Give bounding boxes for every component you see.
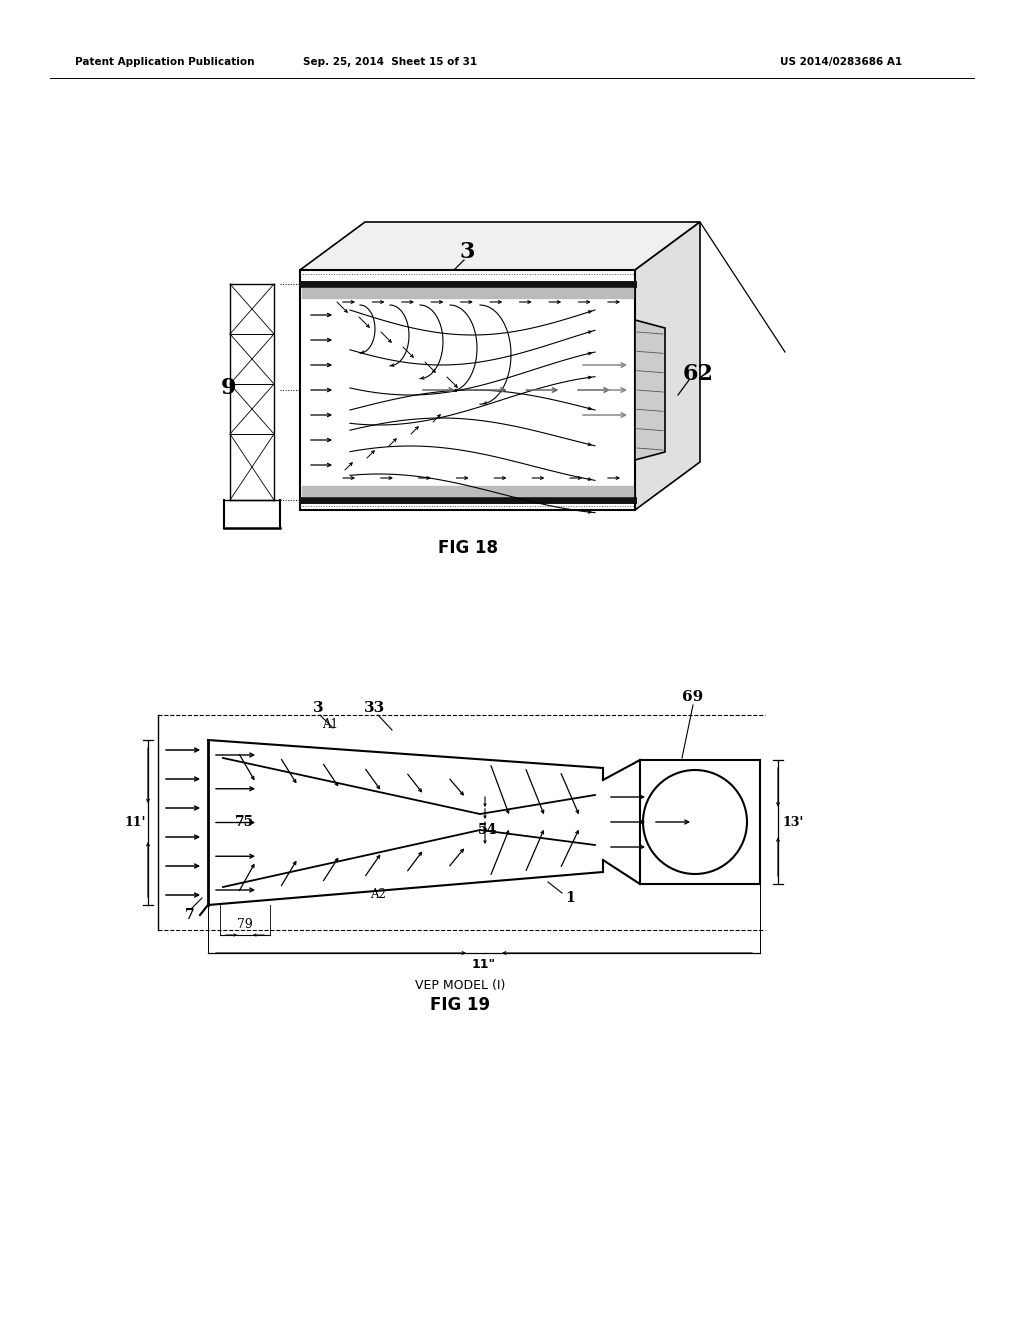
Text: Sep. 25, 2014  Sheet 15 of 31: Sep. 25, 2014 Sheet 15 of 31 <box>303 57 477 67</box>
Text: US 2014/0283686 A1: US 2014/0283686 A1 <box>780 57 902 67</box>
Text: 13': 13' <box>782 816 804 829</box>
Text: 54: 54 <box>478 822 498 837</box>
Text: FIG 19: FIG 19 <box>430 997 490 1014</box>
Text: 33: 33 <box>365 701 386 715</box>
Text: 3: 3 <box>312 701 324 715</box>
Polygon shape <box>635 319 665 459</box>
Text: 11': 11' <box>124 816 145 829</box>
Polygon shape <box>300 222 700 271</box>
Text: 75: 75 <box>236 814 255 829</box>
Text: 79: 79 <box>238 919 253 932</box>
Text: 3: 3 <box>460 242 475 263</box>
Text: 69: 69 <box>682 690 703 704</box>
Text: 62: 62 <box>683 363 714 385</box>
Text: A2: A2 <box>370 888 386 902</box>
Text: 11": 11" <box>472 957 496 970</box>
Text: 1: 1 <box>565 891 574 906</box>
Polygon shape <box>635 222 700 510</box>
Text: 7: 7 <box>185 908 195 921</box>
Text: 9: 9 <box>220 378 236 399</box>
Text: A1: A1 <box>323 718 338 731</box>
Text: FIG 18: FIG 18 <box>438 539 498 557</box>
Text: Patent Application Publication: Patent Application Publication <box>75 57 255 67</box>
Text: VEP MODEL (I): VEP MODEL (I) <box>415 978 505 991</box>
Polygon shape <box>300 271 635 510</box>
